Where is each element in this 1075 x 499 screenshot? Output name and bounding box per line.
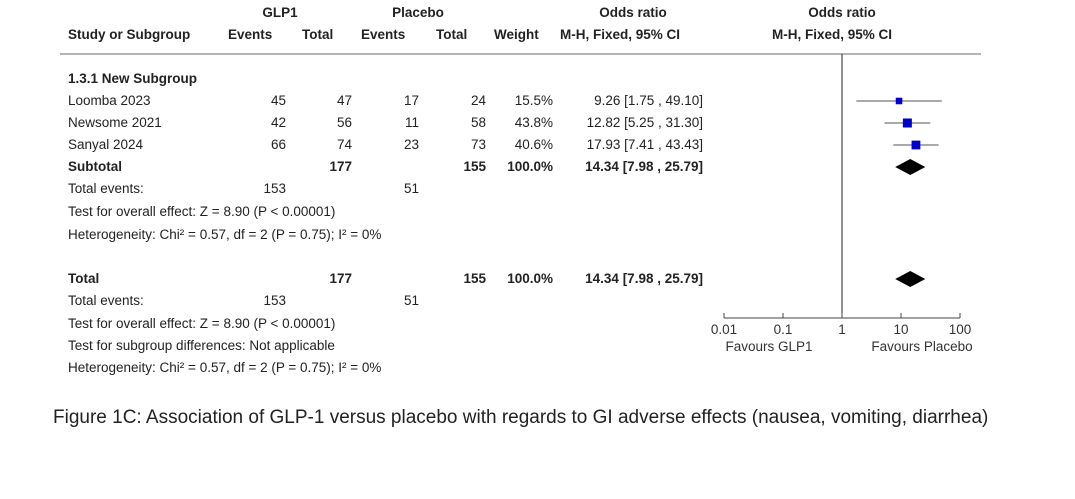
total-ci: 14.34 [7.98 , 25.79] xyxy=(585,271,703,286)
favours-right-label: Favours Placebo xyxy=(871,339,972,354)
total-label: Total xyxy=(68,271,100,286)
total-events2: 51 xyxy=(403,293,419,308)
total-weight: 100.0% xyxy=(507,271,553,286)
point-estimate-marker xyxy=(902,118,912,128)
point-estimate-marker xyxy=(911,140,921,150)
subtotal-total1: 177 xyxy=(329,159,352,174)
subtotal-label: Subtotal xyxy=(68,159,122,174)
total-total2: 155 xyxy=(463,271,486,286)
study-ci: 12.82 [5.25 , 31.30] xyxy=(586,115,703,130)
x-tick-label: 0.01 xyxy=(711,322,737,337)
pooled-diamond xyxy=(895,271,926,287)
x-tick-label: 100 xyxy=(949,322,972,337)
point-estimate-marker xyxy=(895,97,903,105)
study-header: Study or Subgroup xyxy=(68,27,191,42)
or-header-left: Odds ratio xyxy=(599,5,667,20)
total-events-label: Total events: xyxy=(68,293,144,308)
pooled-diamond xyxy=(895,159,926,175)
study-name: Sanyal 2024 xyxy=(68,137,144,152)
figure-caption: Figure 1C: Association of GLP-1 versus p… xyxy=(53,407,989,428)
total1-header: Total xyxy=(302,27,334,42)
group1-header: GLP1 xyxy=(262,5,298,20)
x-axis-tick-labels: 0.01 0.1 1 10 100 xyxy=(711,322,971,337)
study-ci: 17.93 [7.41 , 43.43] xyxy=(586,137,703,152)
subtotal-ci: 14.34 [7.98 , 25.79] xyxy=(585,159,703,174)
study-total1: 74 xyxy=(336,137,352,152)
total-overall-effect: Test for overall effect: Z = 8.90 (P < 0… xyxy=(68,316,336,331)
study-markers xyxy=(856,97,942,150)
study-total2: 73 xyxy=(470,137,486,152)
study-weight: 43.8% xyxy=(514,115,553,130)
study-total1: 47 xyxy=(336,93,352,108)
study-events1: 66 xyxy=(270,137,286,152)
total2-header: Total xyxy=(436,27,468,42)
study-events1: 45 xyxy=(270,93,286,108)
total-total1: 177 xyxy=(329,271,352,286)
events2-header: Events xyxy=(361,27,406,42)
subtotal-weight: 100.0% xyxy=(507,159,553,174)
study-events2: 17 xyxy=(403,93,419,108)
total-heterogeneity: Heterogeneity: Chi² = 0.57, df = 2 (P = … xyxy=(68,360,382,375)
x-tick-label: 0.1 xyxy=(774,322,793,337)
weight-header: Weight xyxy=(494,27,539,42)
or-header-right: Odds ratio xyxy=(808,5,876,20)
study-total2: 24 xyxy=(470,93,486,108)
events1-header: Events xyxy=(228,27,273,42)
subgroup-events1: 153 xyxy=(263,181,286,196)
study-name: Newsome 2021 xyxy=(68,115,162,130)
study-weight: 40.6% xyxy=(514,137,553,152)
subgroup-overall-effect: Test for overall effect: Z = 8.90 (P < 0… xyxy=(68,204,336,219)
subgroup-heterogeneity: Heterogeneity: Chi² = 0.57, df = 2 (P = … xyxy=(68,227,382,242)
study-total2: 58 xyxy=(470,115,486,130)
pooled-diamonds xyxy=(895,159,926,287)
x-tick-label: 10 xyxy=(893,322,908,337)
study-total1: 56 xyxy=(336,115,352,130)
study-name: Loomba 2023 xyxy=(68,93,151,108)
group2-header: Placebo xyxy=(392,5,444,20)
favours-left-label: Favours GLP1 xyxy=(725,339,812,354)
study-events2: 23 xyxy=(403,137,419,152)
total-events1: 153 xyxy=(263,293,286,308)
subtotal-total2: 155 xyxy=(463,159,486,174)
x-tick-label: 1 xyxy=(838,322,846,337)
method-header-right: M-H, Fixed, 95% CI xyxy=(772,27,893,42)
method-header-left: M-H, Fixed, 95% CI xyxy=(560,27,681,42)
study-events2: 11 xyxy=(404,115,419,130)
subgroup-events2: 51 xyxy=(403,181,419,196)
study-ci: 9.26 [1.75 , 49.10] xyxy=(594,93,703,108)
subgroup-events-label: Total events: xyxy=(68,181,144,196)
subgroup-title: 1.3.1 New Subgroup xyxy=(68,71,198,86)
subgroup-differences: Test for subgroup differences: Not appli… xyxy=(68,338,335,353)
study-weight: 15.5% xyxy=(514,93,553,108)
study-events1: 42 xyxy=(270,115,286,130)
x-axis-ticks xyxy=(723,313,961,318)
